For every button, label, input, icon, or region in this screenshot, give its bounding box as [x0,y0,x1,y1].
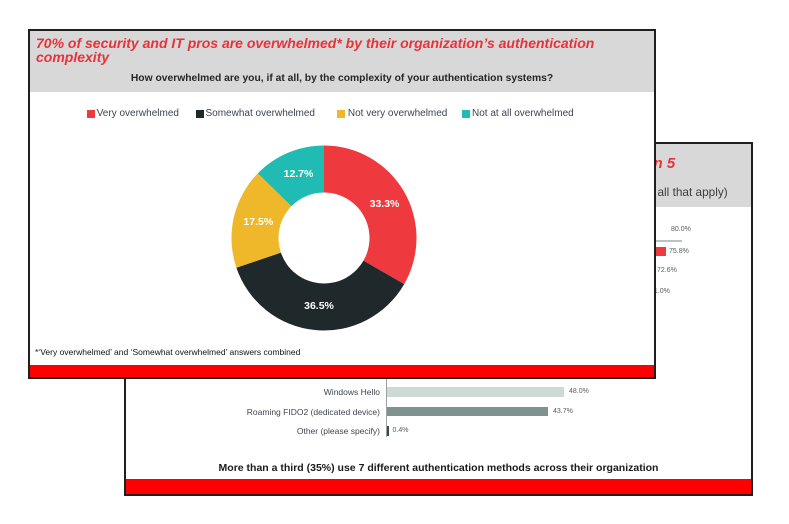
svg-text:36.5%: 36.5% [304,300,334,312]
svg-text:17.5%: 17.5% [243,216,273,228]
svg-text:33.3%: 33.3% [370,198,400,210]
svg-text:12.7%: 12.7% [284,168,314,180]
